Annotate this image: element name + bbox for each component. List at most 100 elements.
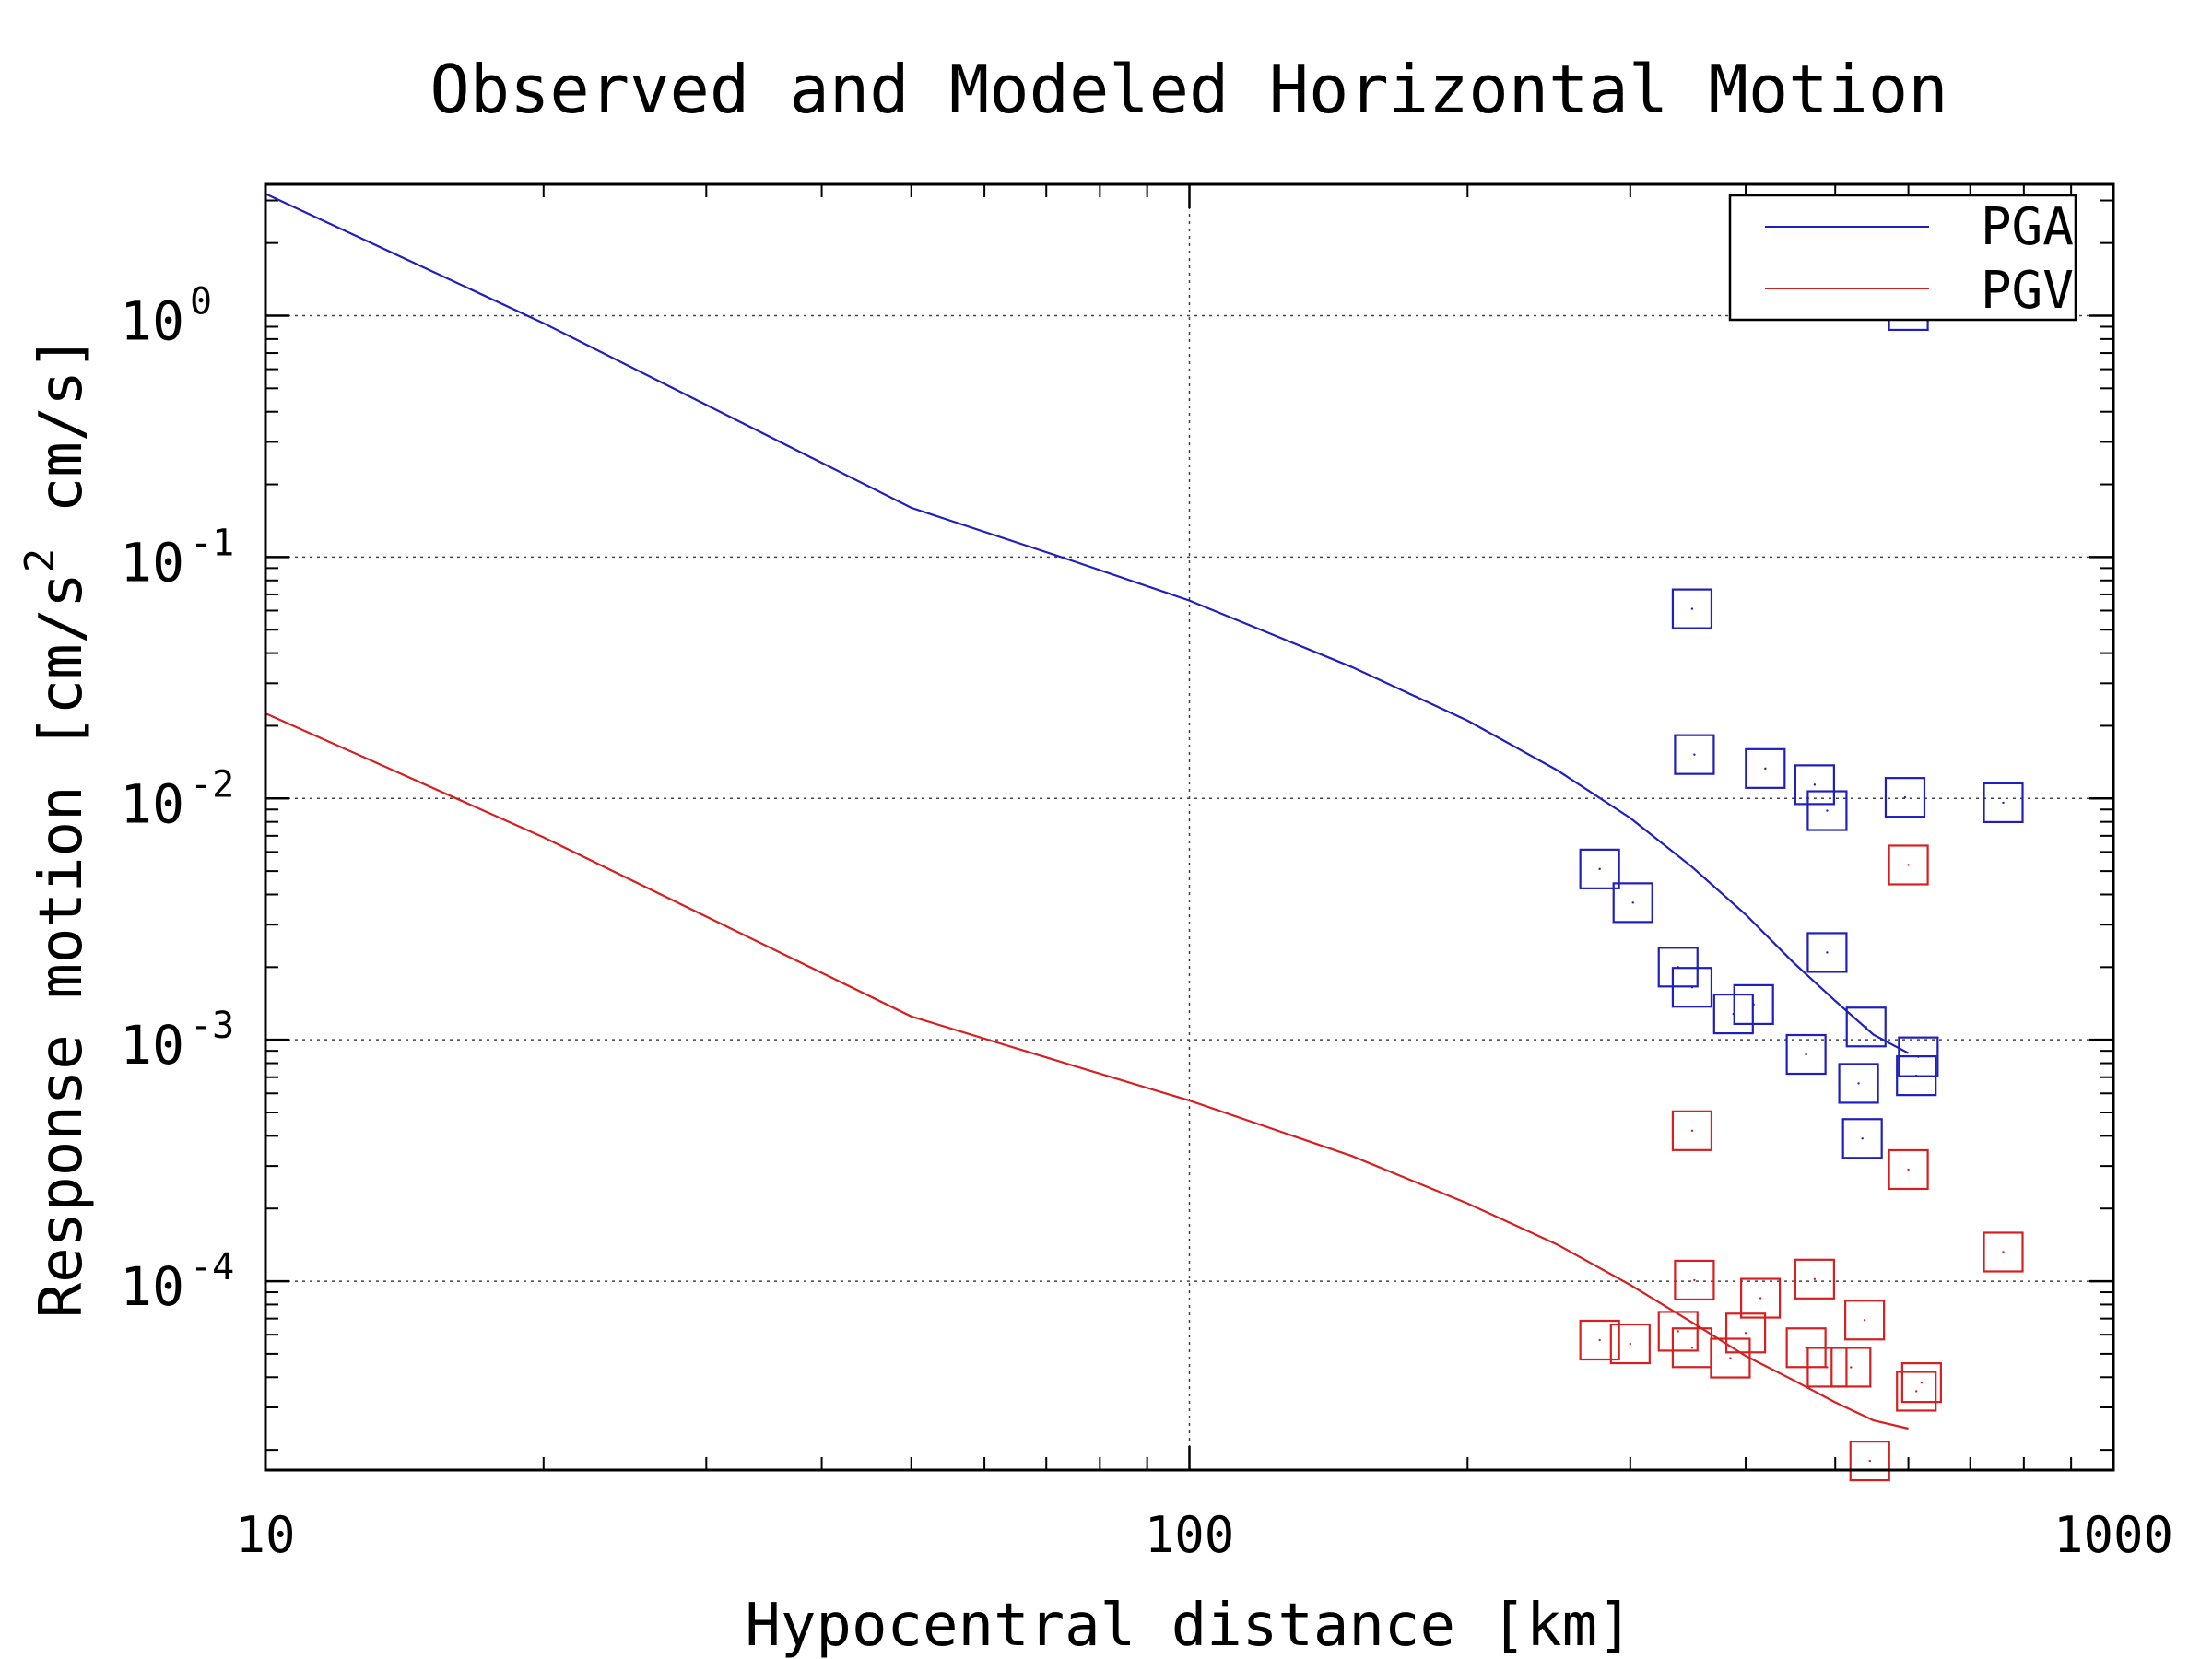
data-point-center xyxy=(1903,795,1907,799)
data-point-pga-observed xyxy=(1841,1118,1883,1159)
data-point-pgv-observed xyxy=(1710,1337,1751,1379)
data-point-center xyxy=(1826,809,1829,812)
data-point-center xyxy=(1868,1459,1871,1463)
data-point-pga-observed xyxy=(1674,734,1715,775)
plot-frame xyxy=(264,182,2115,1472)
legend-label-pgv: PGV xyxy=(1981,261,2074,321)
data-point-center xyxy=(1729,1357,1732,1359)
data-point-pga-observed xyxy=(1806,790,1848,831)
x-axis-label: Hypocentral distance [km] xyxy=(745,1592,1632,1659)
y-axis-label-main: Response motion [cm/s xyxy=(28,572,96,1318)
data-point-center xyxy=(1907,1168,1910,1171)
data-point-pga-observed xyxy=(1838,1063,1879,1104)
y-axis-label: Response motion [cm/s2 cm/s] xyxy=(17,335,96,1319)
data-point-pga-observed xyxy=(1733,983,1774,1025)
data-point-pgv-observed xyxy=(1888,844,1929,886)
y-tick-label-exponent: 0 xyxy=(190,280,212,323)
data-point-pga-observed xyxy=(1983,782,2024,824)
x-tick-label: 1000 xyxy=(2053,1506,2173,1564)
data-point-pgv-observed xyxy=(1671,1110,1713,1151)
data-point-center xyxy=(2002,801,2005,805)
data-point-center xyxy=(1915,1390,1918,1393)
data-point-pga-observed xyxy=(1845,1006,1887,1048)
data-point-pgv-observed xyxy=(1896,1371,1937,1412)
data-point-center xyxy=(1677,1330,1679,1333)
y-axis-label-tail: cm/s] xyxy=(28,335,96,548)
y-tick-label: 10 xyxy=(120,289,184,352)
x-axis-tick-labels: 10 100 1000 xyxy=(235,1506,2173,1564)
data-point-pga-observed xyxy=(1785,1033,1827,1076)
data-point-pgv-observed xyxy=(1849,1441,1890,1482)
x-tick-label: 10 xyxy=(235,1506,295,1564)
data-point-center xyxy=(1631,901,1634,904)
data-point-pgv-observed xyxy=(1794,1258,1835,1300)
legend-label-pga: PGA xyxy=(1981,197,2074,257)
marker-layer xyxy=(1579,289,2024,1482)
grid xyxy=(265,184,2113,1470)
data-point-center xyxy=(1598,1338,1601,1342)
data-point-center xyxy=(1764,767,1767,771)
y-tick-label: 10 xyxy=(120,1255,184,1318)
data-point-center xyxy=(1744,1332,1747,1335)
data-point-center xyxy=(1863,1319,1866,1322)
data-point-center xyxy=(2002,1251,2005,1253)
data-point-center xyxy=(1813,1277,1817,1281)
data-point-pga-observed xyxy=(1806,932,1848,973)
data-point-center xyxy=(1920,1381,1924,1384)
data-point-pga-observed xyxy=(1884,777,1926,818)
data-point-pgv-observed xyxy=(1830,1347,1872,1388)
data-point-center xyxy=(1690,607,1694,610)
data-point-pgv-observed xyxy=(1983,1231,2024,1273)
data-point-pga-observed xyxy=(1745,747,1786,789)
data-point-pgv-observed xyxy=(1739,1277,1782,1319)
data-point-pga-observed xyxy=(1612,882,1653,924)
data-point-center xyxy=(1690,1347,1694,1349)
y-tick-label: 10 xyxy=(120,1014,184,1077)
data-point-pgv-observed xyxy=(1724,1312,1767,1354)
data-point-center xyxy=(1693,753,1696,756)
y-tick-label-exponent: -4 xyxy=(190,1246,234,1288)
data-point-pgv-observed xyxy=(1657,1311,1699,1352)
legend: PGA PGV xyxy=(1728,194,2077,322)
data-point-center xyxy=(1850,1366,1853,1369)
data-point-pga-observed xyxy=(1896,1055,1937,1097)
data-point-pgv-observed xyxy=(1609,1323,1651,1365)
y-axis-label-superscript: 2 xyxy=(17,548,64,573)
data-point-center xyxy=(1598,867,1601,871)
data-point-pgv-observed xyxy=(1844,1300,1886,1341)
y-tick-label-exponent: -3 xyxy=(190,1005,234,1047)
data-point-center xyxy=(1865,1026,1867,1029)
legend-box xyxy=(1728,194,2077,322)
data-point-center xyxy=(1915,1074,1918,1077)
y-tick-label: 10 xyxy=(120,531,184,594)
data-point-pgv-observed xyxy=(1674,1259,1715,1301)
data-point-center xyxy=(1826,1366,1829,1369)
data-point-center xyxy=(1857,1082,1860,1085)
data-point-pga-observed xyxy=(1794,764,1835,806)
data-point-center xyxy=(1752,1003,1755,1006)
data-point-pga-observed xyxy=(1671,588,1713,629)
x-tick-label: 100 xyxy=(1145,1506,1235,1564)
y-tick-label-exponent: -2 xyxy=(190,763,234,806)
data-point-pgv-observed xyxy=(1579,1319,1620,1361)
data-point-center xyxy=(1629,1342,1632,1346)
data-point-pga-observed xyxy=(1671,967,1713,1008)
data-point-pgv-observed xyxy=(1806,1347,1848,1388)
data-point-pga-observed xyxy=(1579,848,1620,889)
data-point-pgv-observed xyxy=(1900,1362,1942,1404)
series-layer xyxy=(265,193,1910,1430)
data-point-center xyxy=(1759,1297,1762,1300)
data-point-center xyxy=(1693,1278,1696,1282)
chart-title: Observed and Modeled Horizontal Motion xyxy=(429,51,1947,128)
data-point-center xyxy=(1690,986,1694,989)
y-tick-label-exponent: -1 xyxy=(190,522,234,564)
series-line-pga xyxy=(265,193,1910,1054)
series-line-pgv xyxy=(265,712,1909,1430)
data-point-center xyxy=(1690,1129,1694,1133)
data-point-center xyxy=(1805,1347,1807,1349)
y-tick-label: 10 xyxy=(120,772,184,835)
data-point-center xyxy=(1907,864,1910,866)
data-point-pgv-observed xyxy=(1888,1148,1929,1191)
